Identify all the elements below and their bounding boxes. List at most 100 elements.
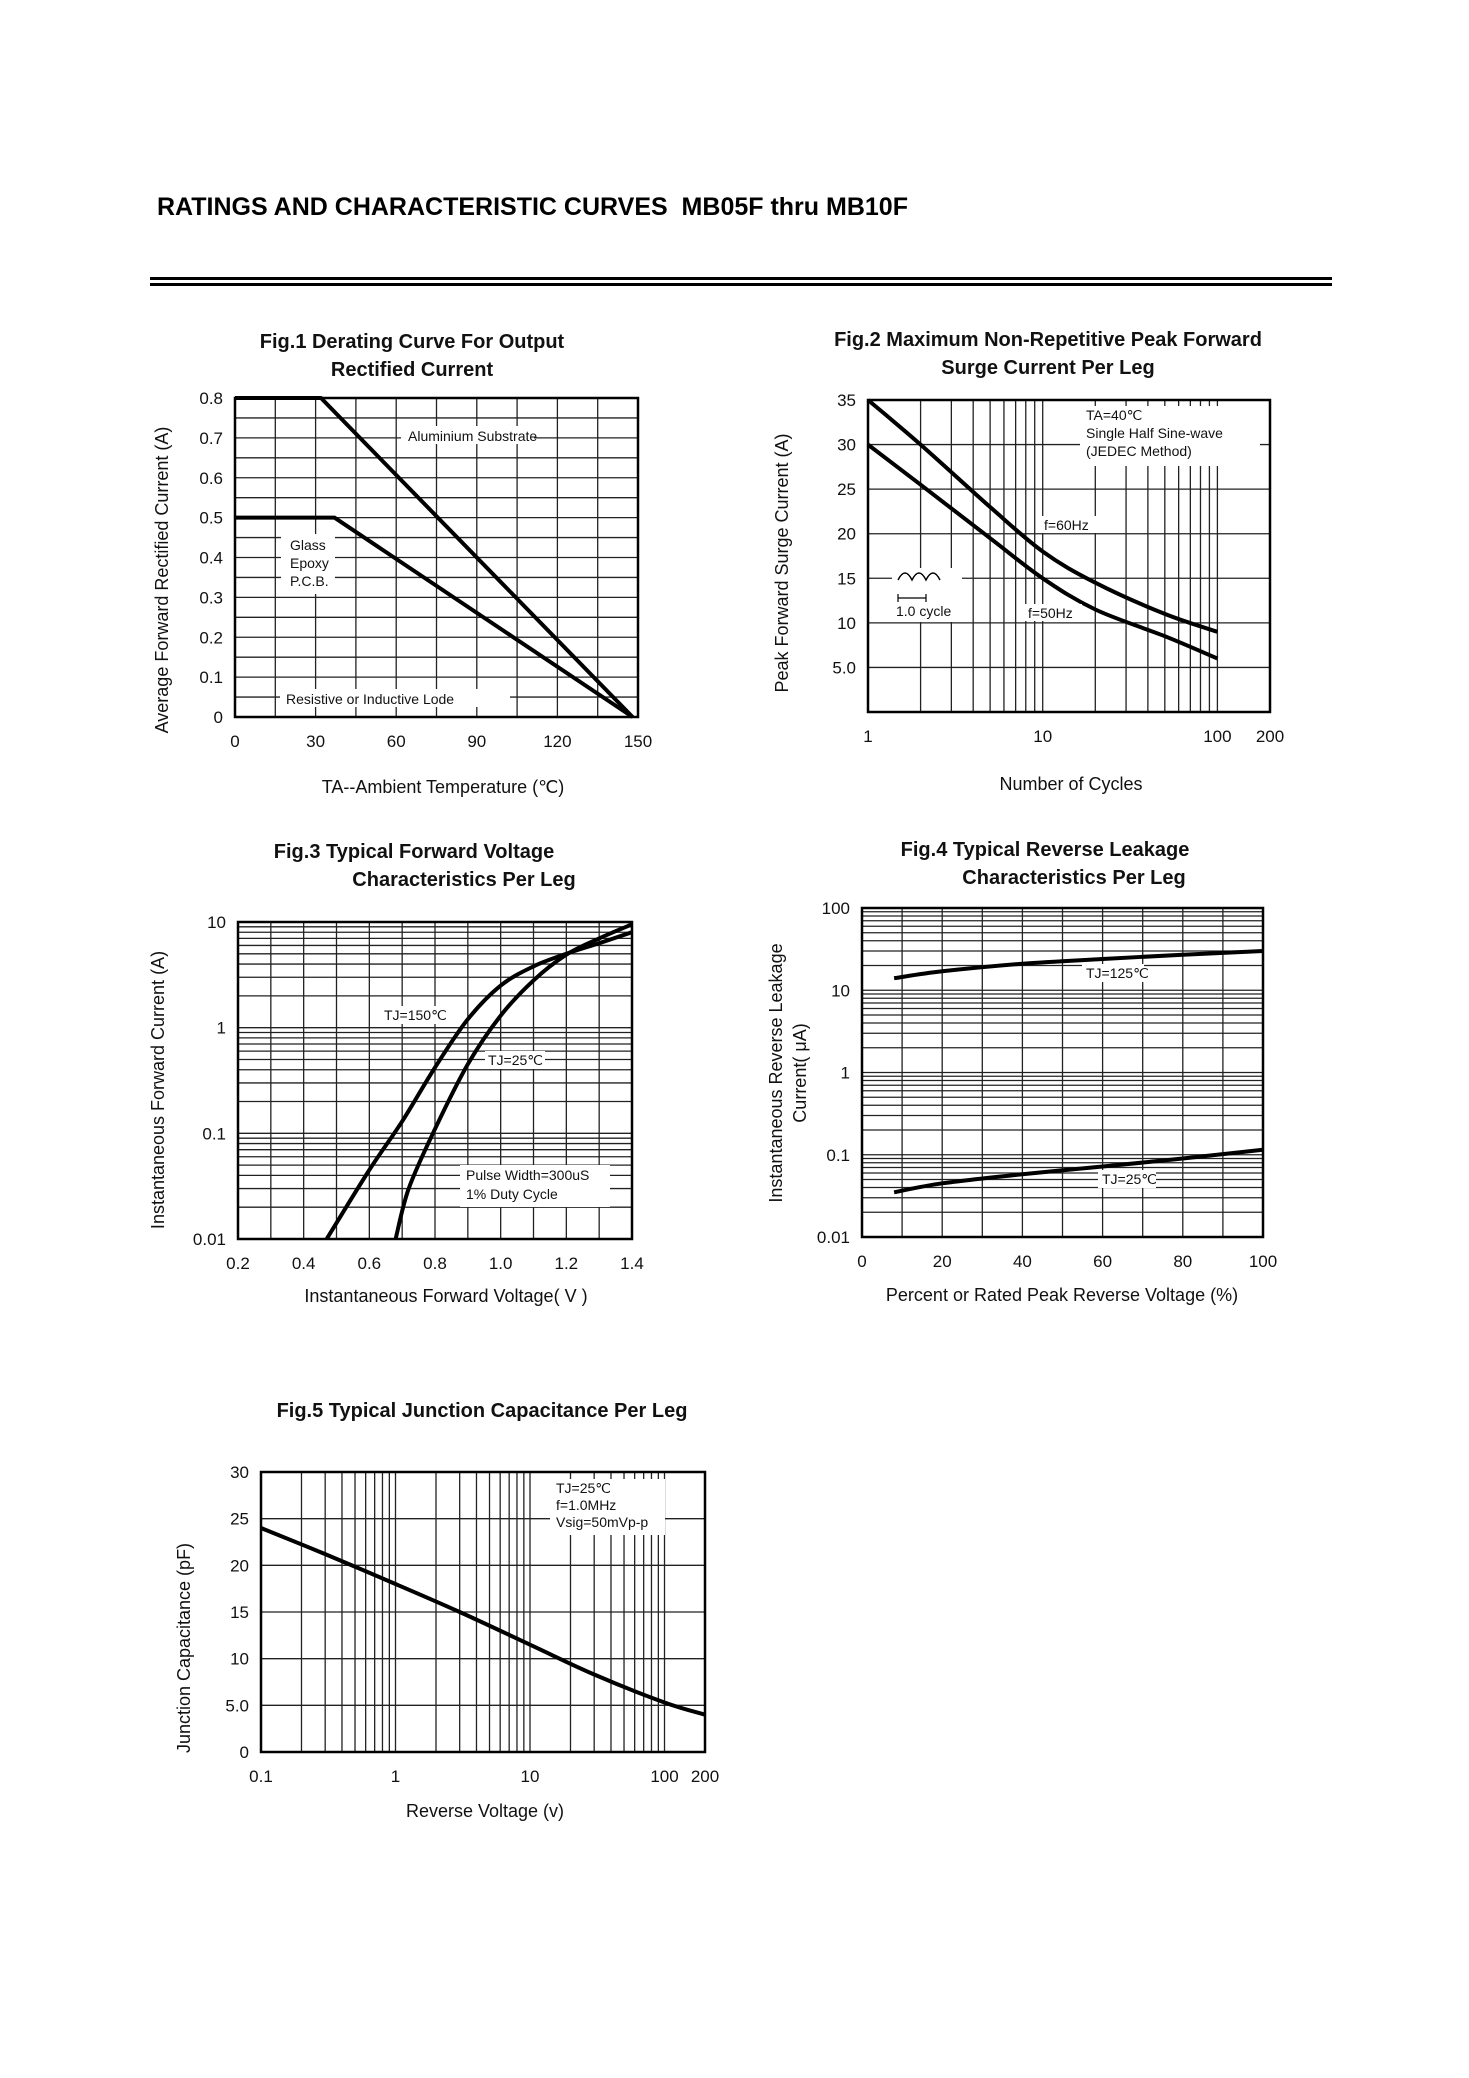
y-tick-label: 25: [837, 480, 856, 499]
plot-frame: [259, 1470, 707, 1754]
y-tick-label: 10: [207, 913, 226, 932]
x-tick-label: 1: [863, 727, 872, 746]
cycle-span-icon: [897, 594, 927, 602]
fig4-y-axis-label-line2: Current( μA): [790, 1023, 810, 1122]
fig3-series-line-0: [324, 930, 633, 1241]
fig4-title-line2: Characteristics Per Leg: [962, 867, 1185, 889]
fig1-x-axis-label: TA--Ambient Temperature (℃): [322, 777, 565, 797]
x-tick-label: 40: [1013, 1252, 1032, 1271]
x-tick-label: 0.6: [358, 1254, 382, 1273]
y-tick-label: 35: [837, 391, 856, 410]
fig2-y-axis-label: Peak Forward Surge Current (A): [772, 433, 792, 692]
y-tick-label: 15: [230, 1603, 249, 1622]
x-tick-label: 200: [691, 1767, 719, 1786]
fig1-series-line-0: [235, 396, 635, 719]
fig4-annotation-25c: TJ=25℃: [1102, 1171, 1157, 1187]
x-tick-label: 30: [306, 732, 325, 751]
y-tick-label: 10: [837, 614, 856, 633]
y-tick-label: 100: [822, 899, 850, 918]
x-tick-label: 200: [1256, 727, 1284, 746]
y-tick-label: 0.4: [199, 549, 223, 568]
x-tick-label: 1.2: [555, 1254, 579, 1273]
fig4-title-line1: Fig.4 Typical Reverse Leakage: [901, 839, 1190, 861]
y-tick-label: 0.3: [199, 588, 223, 607]
page-title: RATINGS AND CHARACTERISTIC CURVES MB05F …: [157, 193, 908, 221]
x-tick-label: 0: [230, 732, 239, 751]
plot-frame: [860, 906, 1265, 1239]
y-tick-label: 10: [831, 981, 850, 1000]
fig5-series-line-0: [260, 1526, 706, 1717]
title-rule: [150, 283, 1332, 286]
fig5-y-axis-label: Junction Capacitance (pF): [174, 1543, 194, 1753]
plot-frame: [236, 920, 634, 1241]
sine-wave-icon: [897, 572, 941, 582]
y-tick-label: 0.1: [826, 1146, 850, 1165]
x-tick-label: 10: [521, 1767, 540, 1786]
fig1-annotation-load: Resistive or Inductive Lode: [286, 691, 454, 707]
fig4-x-axis-label: Percent or Rated Peak Reverse Voltage (%…: [886, 1285, 1238, 1305]
fig2-series-line-0: [866, 398, 1219, 634]
y-tick-label: 0.01: [817, 1228, 850, 1247]
plot-frame: [233, 396, 640, 719]
fig2-series-line-1: [866, 443, 1219, 661]
fig3-chart: Fig.3 Typical Forward Voltage Characteri…: [148, 841, 644, 1306]
y-tick-label: 0: [214, 708, 223, 727]
x-tick-label: 120: [543, 732, 571, 751]
fig1-y-axis-label: Average Forward Rectified Current (A): [152, 427, 172, 734]
y-tick-label: 0.1: [202, 1124, 226, 1143]
y-tick-label: 0.6: [199, 469, 223, 488]
fig5-annotation-freq: f=1.0MHz: [556, 1497, 616, 1513]
y-tick-label: 5.0: [225, 1696, 249, 1715]
y-tick-label: 0.2: [199, 628, 223, 647]
fig2-annotation-cycle: 1.0 cycle: [896, 603, 951, 619]
fig3-x-axis-label: Instantaneous Forward Voltage( V ): [304, 1286, 587, 1306]
fig1-annotation-pcb: P.C.B.: [290, 573, 329, 589]
x-tick-label: 0: [857, 1252, 866, 1271]
y-tick-label: 10: [230, 1650, 249, 1669]
fig4-series-line-0: [893, 949, 1264, 981]
x-tick-label: 0.4: [292, 1254, 316, 1273]
fig5-x-axis-label: Reverse Voltage (v): [406, 1801, 564, 1821]
x-tick-label: 60: [1093, 1252, 1112, 1271]
y-tick-label: 30: [230, 1463, 249, 1482]
fig3-y-axis-label: Instantaneous Forward Current (A): [148, 951, 168, 1229]
fig1-title-line1: Fig.1 Derating Curve For Output: [260, 331, 565, 353]
fig2-x-axis-label: Number of Cycles: [999, 774, 1142, 794]
x-tick-label: 0.8: [423, 1254, 447, 1273]
x-tick-label: 150: [624, 732, 652, 751]
x-tick-label: 100: [1203, 727, 1231, 746]
fig1-series-line-1: [235, 515, 634, 719]
y-tick-label: 0.5: [199, 509, 223, 528]
y-tick-label: 0.01: [193, 1230, 226, 1249]
y-tick-label: 0.7: [199, 429, 223, 448]
fig3-annotation-150c: TJ=150℃: [384, 1007, 447, 1023]
fig5-chart: Fig.5 Typical Junction Capacitance Per L…: [174, 1400, 719, 1821]
y-tick-label: 25: [230, 1510, 249, 1529]
fig1-annotation-epoxy: Epoxy: [290, 555, 329, 571]
x-tick-label: 80: [1173, 1252, 1192, 1271]
fig2-title-line1: Fig.2 Maximum Non-Repetitive Peak Forwar…: [834, 329, 1262, 351]
y-tick-label: 0.1: [199, 668, 223, 687]
fig5-title: Fig.5 Typical Junction Capacitance Per L…: [277, 1400, 688, 1422]
x-tick-label: 10: [1033, 727, 1052, 746]
fig2-chart: Fig.2 Maximum Non-Repetitive Peak Forwar…: [772, 329, 1284, 794]
x-tick-label: 1: [391, 1767, 400, 1786]
title-rule: [150, 277, 1332, 280]
fig4-chart: Fig.4 Typical Reverse Leakage Characteri…: [766, 839, 1277, 1305]
fig2-annotation-ta: TA=40℃: [1086, 407, 1142, 423]
y-tick-label: 0: [240, 1743, 249, 1762]
fig5-annotation-tj: TJ=25℃: [556, 1480, 611, 1496]
fig5-annotation-vsig: Vsig=50mVp-p: [556, 1514, 648, 1530]
y-tick-label: 20: [230, 1556, 249, 1575]
fig2-annotation-50hz: f=50Hz: [1028, 605, 1073, 621]
fig4-series-line-1: [893, 1147, 1264, 1195]
x-tick-label: 20: [933, 1252, 952, 1271]
x-tick-label: 100: [1249, 1252, 1277, 1271]
fig3-series-line-1: [393, 922, 633, 1240]
fig1-annotation-glass: Glass: [290, 537, 326, 553]
x-tick-label: 1.0: [489, 1254, 513, 1273]
fig3-annotation-pulse: Pulse Width=300uS: [466, 1167, 589, 1183]
fig4-annotation-125c: TJ=125℃: [1086, 965, 1149, 981]
fig2-annotation-waveform: Single Half Sine-wave: [1086, 425, 1223, 441]
x-tick-label: 90: [467, 732, 486, 751]
